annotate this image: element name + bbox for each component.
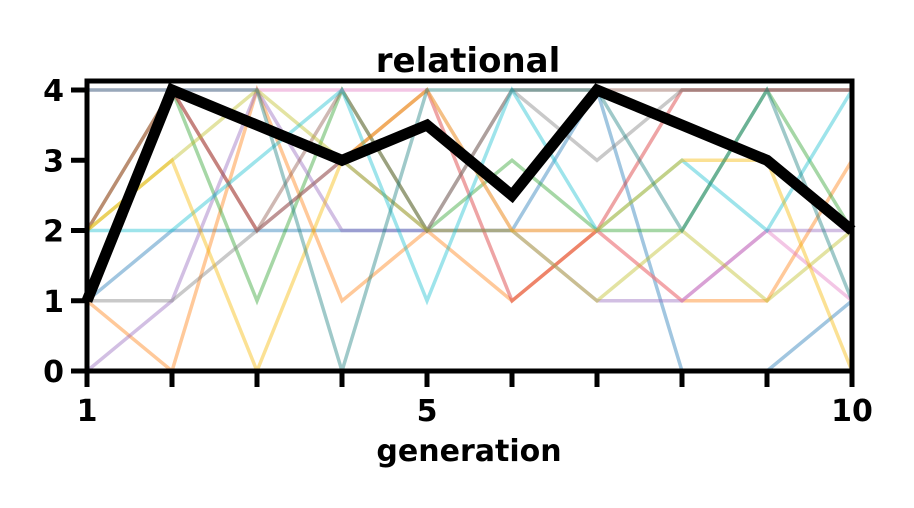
x-axis-label: generation <box>376 434 561 469</box>
highlight-layer <box>81 82 856 303</box>
series-line-9 <box>85 87 854 304</box>
highlight-series-line <box>81 82 856 303</box>
y-axis: 0 1 2 3 4 <box>43 74 87 390</box>
x-tick-label: 5 <box>417 394 438 429</box>
y-tick-label: 1 <box>43 285 64 320</box>
chart-title: relational <box>376 41 561 81</box>
series-line-2 <box>85 84 854 375</box>
series-line-3 <box>85 86 854 306</box>
series-line-12 <box>87 86 854 378</box>
y-tick-label: 2 <box>43 215 64 250</box>
y-tick-label: 4 <box>43 74 64 109</box>
x-tick-label: 10 <box>831 394 873 429</box>
x-axis: 1 5 10 <box>77 371 873 429</box>
series-line-4 <box>85 86 852 304</box>
series-line-10 <box>87 86 854 306</box>
series-line-5 <box>85 86 852 373</box>
series-layer <box>85 84 854 378</box>
plot-frame <box>84 78 855 374</box>
y-tick-label: 3 <box>43 144 64 179</box>
x-tick-label: 1 <box>77 394 98 429</box>
y-tick-label: 0 <box>43 355 64 390</box>
